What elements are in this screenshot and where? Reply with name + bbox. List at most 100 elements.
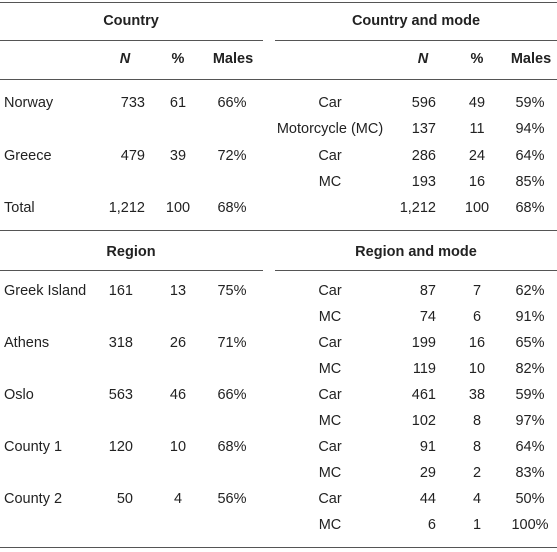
region-mode-row-n: 87 <box>419 283 436 299</box>
region-row-n: 563 <box>108 387 133 403</box>
country-row-name: Greece <box>4 148 52 164</box>
region-row-n: 50 <box>116 491 133 507</box>
region-mode-row-pct: 7 <box>472 283 482 299</box>
region-mode-row-mode: MC <box>318 361 342 377</box>
region-mode-row-males: 64% <box>515 439 545 455</box>
country-mode-row-n: 286 <box>411 148 436 164</box>
section-divider-rule <box>0 230 557 231</box>
region-mode-row-males: 65% <box>515 335 545 351</box>
country-header-rule <box>0 79 557 80</box>
region-title: Region <box>106 244 156 260</box>
country-mode-total-n: 1,212 <box>399 200 436 216</box>
country-mode-row-pct: 16 <box>468 174 486 190</box>
region-mode-row-mode: Car <box>318 335 342 351</box>
region-row-males: 56% <box>217 491 247 507</box>
header-males-right: Males <box>510 51 552 67</box>
header-n: N <box>119 51 131 67</box>
region-row-males: 66% <box>217 387 247 403</box>
region-row-name: Athens <box>4 335 50 351</box>
region-mode-row-pct: 10 <box>468 361 486 377</box>
country-mode-row-pct: 49 <box>468 95 486 111</box>
country-mode-row-mode: Car <box>318 95 342 111</box>
region-mode-row-n: 102 <box>411 413 436 429</box>
region-row-pct: 46 <box>169 387 187 403</box>
country-mode-row-n: 193 <box>411 174 436 190</box>
region-mode-row-mode: MC <box>318 465 342 481</box>
region-mode-row-n: 199 <box>411 335 436 351</box>
region-mode-row-n: 6 <box>427 517 436 533</box>
country-title: Country <box>103 13 159 29</box>
region-row-n: 161 <box>108 283 133 299</box>
region-mode-row-males: 97% <box>515 413 545 429</box>
region-row-males: 71% <box>217 335 247 351</box>
region-mode-row-mode: MC <box>318 309 342 325</box>
header-pct-right: % <box>470 51 484 67</box>
region-mode-row-males: 100% <box>511 517 549 533</box>
country-row-males: 72% <box>217 148 247 164</box>
region-row-n: 318 <box>108 335 133 351</box>
region-mode-row-n: 119 <box>412 361 436 377</box>
country-mode-total-males: 68% <box>515 200 545 216</box>
country-row-n: 1,212 <box>108 200 145 216</box>
country-mode-row-n: 596 <box>411 95 436 111</box>
country-mode-row-pct: 11 <box>469 121 485 137</box>
region-row-name: County 2 <box>4 491 63 507</box>
country-row-pct: 100 <box>165 200 191 216</box>
region-mode-row-n: 44 <box>419 491 436 507</box>
region-mode-row-pct: 8 <box>472 413 482 429</box>
top-rule <box>0 2 557 3</box>
region-mode-row-n: 91 <box>419 439 436 455</box>
country-row-name: Norway <box>4 95 54 111</box>
region-mode-row-pct: 2 <box>472 465 482 481</box>
region-mode-row-mode: MC <box>318 517 342 533</box>
country-row-males: 68% <box>217 200 247 216</box>
region-mode-row-mode: Car <box>318 491 342 507</box>
region-mode-row-pct: 4 <box>472 491 482 507</box>
country-mode-row-males: 64% <box>515 148 545 164</box>
region-mode-row-mode: Car <box>318 283 342 299</box>
country-mode-row-pct: 24 <box>468 148 486 164</box>
region-row-n: 120 <box>108 439 133 455</box>
region-mode-row-males: 91% <box>515 309 545 325</box>
country-mode-row-n: 137 <box>411 121 436 137</box>
country-mode-title-rule <box>275 40 557 41</box>
region-mode-row-pct: 1 <box>472 517 482 533</box>
region-row-pct: 13 <box>169 283 187 299</box>
region-row-name: Greek Island <box>4 283 87 299</box>
country-mode-total-pct: 100 <box>464 200 490 216</box>
country-row-n: 479 <box>120 148 145 164</box>
region-mode-row-pct: 8 <box>472 439 482 455</box>
region-mode-row-n: 461 <box>411 387 436 403</box>
region-mode-row-mode: MC <box>318 413 342 429</box>
region-mode-row-n: 29 <box>419 465 436 481</box>
country-title-rule <box>0 40 263 41</box>
region-row-males: 75% <box>217 283 247 299</box>
country-row-males: 66% <box>217 95 247 111</box>
region-mode-row-males: 50% <box>515 491 545 507</box>
region-mode-row-males: 62% <box>515 283 545 299</box>
region-mode-title: Region and mode <box>355 244 477 260</box>
region-mode-row-mode: Car <box>318 387 342 403</box>
country-mode-row-mode: MC <box>318 174 342 190</box>
country-mode-row-males: 94% <box>515 121 545 137</box>
country-row-pct: 61 <box>169 95 187 111</box>
country-row-name: Total <box>4 200 35 216</box>
region-title-rule <box>0 270 263 271</box>
country-mode-row-males: 85% <box>515 174 545 190</box>
region-row-name: County 1 <box>4 439 63 455</box>
region-row-pct: 26 <box>169 335 187 351</box>
country-row-pct: 39 <box>169 148 187 164</box>
region-mode-row-males: 83% <box>515 465 545 481</box>
country-mode-row-mode: Car <box>318 148 342 164</box>
header-n-right: N <box>417 51 429 67</box>
region-row-males: 68% <box>217 439 247 455</box>
region-mode-row-pct: 38 <box>468 387 486 403</box>
region-mode-title-rule <box>275 270 557 271</box>
region-mode-row-mode: Car <box>318 439 342 455</box>
region-row-pct: 10 <box>169 439 187 455</box>
region-mode-row-males: 82% <box>515 361 545 377</box>
region-row-name: Oslo <box>4 387 34 403</box>
country-mode-row-males: 59% <box>515 95 545 111</box>
header-pct: % <box>171 51 185 67</box>
country-mode-row-mode: Motorcycle (MC) <box>276 121 384 137</box>
